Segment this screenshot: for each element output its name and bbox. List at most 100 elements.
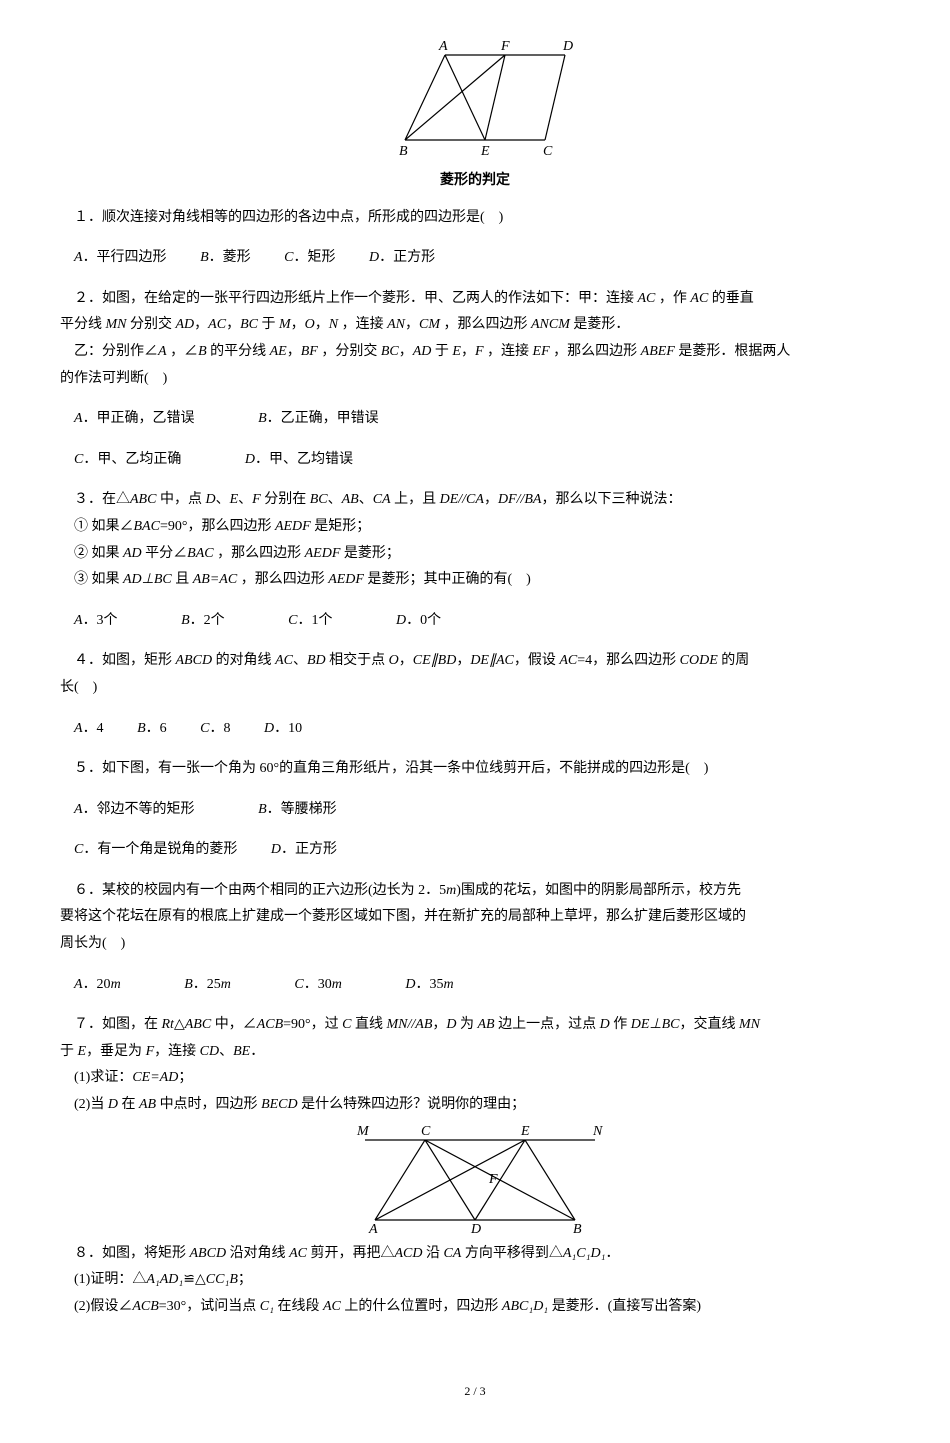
q2-an: AN — [387, 317, 405, 332]
q6-opt-d: ．35 — [415, 977, 443, 992]
q2-vb: B — [198, 344, 207, 359]
q3-opt-b: ．2个 — [190, 613, 225, 628]
q2-l3c: 的平分线 — [207, 344, 270, 359]
q5-opt-c: ．有一个角是锐角的菱形 — [83, 842, 237, 857]
q8-s2b: =30°，试问当点 — [159, 1299, 260, 1314]
svg-text:D: D — [470, 1222, 481, 1235]
q8-l1e: 方向平移得到△ — [461, 1246, 563, 1261]
q8-s2d: 上的什么位置时，四边形 — [341, 1299, 502, 1314]
q6-l1a: ６．某校的校园内有一个由两个相同的正六边形(边长为 2．5 — [74, 883, 446, 898]
q1-opt-d: ．正方形 — [379, 250, 435, 265]
q7-l1a: ７．如图，在 — [74, 1017, 162, 1032]
q1-opt-b: ．菱形 — [209, 250, 251, 265]
q2-l1a: ２．如图，在给定的一张平行四边形纸片上作一个菱形．甲、乙两人的作法如下：甲：连接 — [74, 291, 638, 306]
q3-aedf1: AEDF — [275, 519, 311, 534]
q2-m: M — [279, 317, 291, 332]
q4-deac: DE∥AC — [470, 653, 514, 668]
q2-va: A — [158, 344, 167, 359]
q2-cm: CM — [419, 317, 440, 332]
q2-o: O — [305, 317, 315, 332]
q2-line2: 平分线 MN 分别交 AD，AC，BC 于 M，O，N ，连接 AN，CM ，那… — [60, 312, 890, 339]
q5-opt-d: ．正方形 — [281, 842, 337, 857]
q4-options: A．4 B．6 C．8 D．10 — [60, 716, 890, 743]
q8-acb: ACB — [132, 1299, 158, 1314]
q4-l1e: =4，那么四边形 — [577, 653, 679, 668]
q8-a1ad1: A₁AD₁ — [146, 1272, 183, 1287]
q8-s1b: ≌△ — [183, 1272, 206, 1287]
q2-opt-d: ．甲、乙均错误 — [255, 452, 353, 467]
q4-o: O — [389, 653, 399, 668]
q3-i1b: =90°，那么四边形 — [160, 519, 275, 534]
q6-line3: 周长为( ) — [60, 931, 890, 958]
q4-cebd: CE∥BD — [413, 653, 457, 668]
q2-cad: AD — [413, 344, 432, 359]
q2-ancm: ANCM — [531, 317, 570, 332]
q4-line1: ４．如图，矩形 ABCD 的对角线 AC、BD 相交于点 O，CE∥BD，DE∥… — [60, 648, 890, 675]
q2-ae: AE — [270, 344, 287, 359]
q8-ac2: AC — [323, 1299, 341, 1314]
q7-e: E — [78, 1044, 87, 1059]
svg-text:M: M — [356, 1125, 370, 1139]
q7-mn: MN — [739, 1017, 760, 1032]
q3-i3d: 是菱形；其中正确的有( ) — [364, 572, 531, 587]
q1-opt-a: ．平行四边形 — [83, 250, 167, 265]
q8-s1a: (1)证明：△ — [74, 1272, 146, 1287]
q7-acb: ACB — [257, 1017, 283, 1032]
q2-n: N — [329, 317, 338, 332]
q3-bac2: BAC — [187, 546, 213, 561]
q2-line3: 乙：分别作∠A ，∠B 的平分线 AE，BF ，分别交 BC，AD 于 E，F … — [60, 339, 890, 366]
q6-ub: m — [221, 977, 231, 992]
q3-d: D — [205, 492, 215, 507]
q7-l1e: 为 — [457, 1017, 478, 1032]
q4-opt-c: ．8 — [209, 721, 230, 736]
q7-l1b: 中，∠ — [211, 1017, 257, 1032]
q3-i3c: ，那么四边形 — [237, 572, 328, 587]
q2-l2a: 平分线 — [60, 317, 106, 332]
q8-abcd: ABCD — [190, 1246, 227, 1261]
q3-ca: CA — [373, 492, 391, 507]
q7-rt: Rt — [162, 1017, 174, 1032]
q3-dfba: DF//BA — [498, 492, 542, 507]
q8-l1b: 沿对角线 — [226, 1246, 289, 1261]
svg-text:B: B — [573, 1222, 582, 1235]
q6-ud: m — [443, 977, 453, 992]
q8-s2a: (2)假设∠ — [74, 1299, 132, 1314]
q3-i2d: 是菱形； — [340, 546, 400, 561]
q7-l2c: ，连接 — [154, 1044, 200, 1059]
q2-vf: F — [475, 344, 484, 359]
q7-line2: 于 E，垂足为 F，连接 CD、BE． — [60, 1039, 890, 1066]
q2-l2c: 于 — [258, 317, 279, 332]
q3-abc: ABC — [130, 492, 156, 507]
svg-text:N: N — [592, 1125, 603, 1139]
q8-abc1d1: ABC₁D₁ — [502, 1299, 548, 1314]
q3-i3a: ③ 如果 — [74, 572, 123, 587]
q3-aedf2: AEDF — [305, 546, 341, 561]
q2-l3e: 于 — [431, 344, 452, 359]
q6-l1b: )围成的花坛，如图中的阴影局部所示，校方先 — [456, 883, 741, 898]
q7-ab: AB — [478, 1017, 495, 1032]
q7-s2d: 是什么特殊四边形？说明你的理由； — [298, 1097, 526, 1112]
q2-ac2: AC — [690, 291, 708, 306]
q4-l1f: 的周 — [718, 653, 750, 668]
q2-opt-a: ．甲正确，乙错误 — [83, 411, 195, 426]
q2-cbc: BC — [381, 344, 399, 359]
q7-d2: D — [600, 1017, 610, 1032]
q2-ad: AD — [176, 317, 195, 332]
q3-deca: DE//CA — [440, 492, 484, 507]
q7-l1d: 直线 — [351, 1017, 386, 1032]
q7-l2b: ，垂足为 — [86, 1044, 146, 1059]
q8-s1c: ； — [238, 1272, 252, 1287]
q5-opt-b: ．等腰梯形 — [267, 802, 337, 817]
q7-cead: CE=AD — [132, 1070, 178, 1085]
q4-l1a: ４．如图，矩形 — [74, 653, 176, 668]
q3-opt-c: ．1个 — [297, 613, 332, 628]
q7-abc: ABC — [185, 1017, 211, 1032]
q3-i1c: 是矩形； — [311, 519, 371, 534]
triangle-svg: M C E N F A D B — [345, 1125, 605, 1235]
q6-opt-c: ．30 — [304, 977, 332, 992]
q3-l1b: 中，点 — [156, 492, 205, 507]
svg-text:E: E — [520, 1125, 530, 1139]
q2-abef: ABEF — [641, 344, 675, 359]
svg-text:D: D — [562, 40, 573, 54]
q7-mnab: MN//AB — [386, 1017, 432, 1032]
